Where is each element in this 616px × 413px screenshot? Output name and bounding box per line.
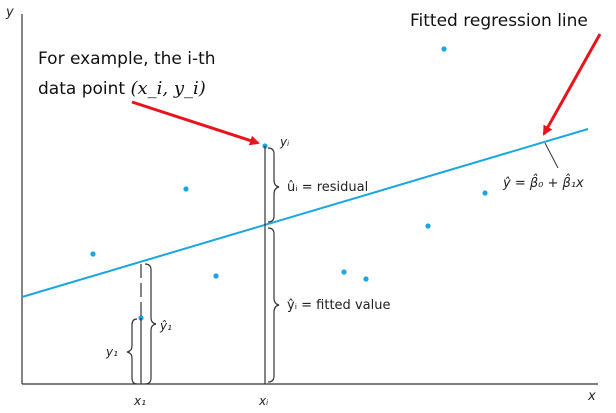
data-point: [363, 276, 369, 282]
label-equation: ŷ = β̂₀ + β̂₁x: [502, 174, 584, 191]
callout-example-line2: data point (x_i, y_i): [38, 78, 206, 99]
data-point: [341, 269, 347, 275]
brace-residual: [267, 147, 280, 223]
label-y1: y₁: [105, 345, 118, 359]
data-point: [183, 186, 189, 192]
label-residual: ûᵢ = residual: [287, 180, 368, 195]
callout-regression-line: Fitted regression line: [410, 11, 588, 31]
callout-example-prefix: data point: [38, 79, 130, 99]
label-fitted-value: ŷᵢ = fitted value: [287, 298, 390, 313]
data-point: [425, 223, 431, 229]
data-point: [213, 273, 219, 279]
tick-x1: x₁: [133, 394, 146, 408]
label-y1-hat: ŷ₁: [159, 319, 172, 333]
arrow-regression-line: [542, 33, 602, 136]
x-axis-label: x: [587, 389, 596, 404]
data-point: [90, 251, 96, 257]
data-point: [482, 190, 488, 196]
brace-y1-hat: [144, 263, 157, 385]
callout-example-point: (x_i, y_i): [130, 78, 205, 99]
equation-leader: [544, 142, 559, 169]
y-axis-label: y: [5, 5, 14, 20]
arrow-example-point: [131, 100, 260, 146]
brace-fitted-value: [267, 227, 280, 383]
regression-line: [21, 128, 589, 298]
brace-y1: [126, 318, 138, 385]
label-yi: yᵢ: [279, 135, 289, 149]
data-point: [441, 46, 447, 52]
tick-xi: xᵢ: [258, 394, 268, 408]
callout-example-line1: For example, the i-th: [38, 49, 216, 69]
